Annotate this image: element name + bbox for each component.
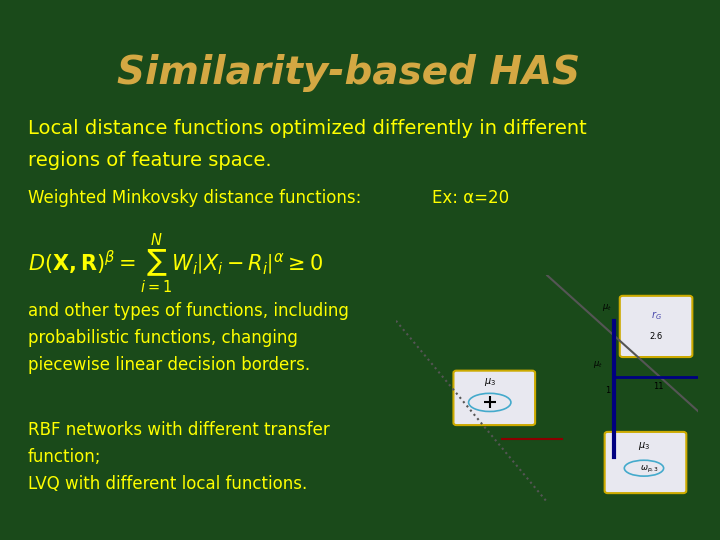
FancyBboxPatch shape — [454, 370, 535, 425]
Text: $\mu_3$: $\mu_3$ — [638, 440, 650, 452]
Text: 2.6: 2.6 — [649, 332, 662, 341]
FancyBboxPatch shape — [620, 296, 693, 357]
FancyBboxPatch shape — [605, 432, 686, 493]
Text: RBF networks with different transfer: RBF networks with different transfer — [28, 421, 330, 439]
Text: function;: function; — [28, 448, 102, 466]
Text: $r_G$: $r_G$ — [651, 309, 662, 322]
Text: $\omega_{p,3}$: $\omega_{p,3}$ — [641, 464, 660, 475]
Text: Ex: α=20: Ex: α=20 — [432, 189, 509, 207]
Text: piecewise linear decision borders.: piecewise linear decision borders. — [28, 356, 310, 374]
Text: Local distance functions optimized differently in different: Local distance functions optimized diffe… — [28, 119, 587, 138]
Text: $\mu_t$: $\mu_t$ — [593, 359, 603, 370]
Text: $\mu_t$: $\mu_t$ — [602, 302, 611, 313]
Text: 11: 11 — [653, 382, 664, 391]
Text: LVQ with different local functions.: LVQ with different local functions. — [28, 475, 307, 493]
Text: Weighted Minkovsky distance functions:: Weighted Minkovsky distance functions: — [28, 189, 361, 207]
Text: and other types of functions, including: and other types of functions, including — [28, 302, 348, 320]
Text: probabilistic functions, changing: probabilistic functions, changing — [28, 329, 298, 347]
Text: regions of feature space.: regions of feature space. — [28, 151, 271, 170]
Text: $\mu_3$: $\mu_3$ — [484, 376, 496, 388]
Text: 1: 1 — [605, 386, 610, 395]
Text: Similarity-based HAS: Similarity-based HAS — [117, 54, 580, 92]
Text: $D\left(\mathbf{X,R}\right)^{\beta}=\sum_{i=1}^{N}W_i\left|X_i-R_i\right|^{\alph: $D\left(\mathbf{X,R}\right)^{\beta}=\sum… — [28, 232, 323, 295]
